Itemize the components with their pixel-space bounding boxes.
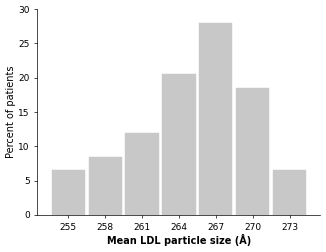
Bar [162, 74, 196, 215]
Bar [89, 156, 122, 215]
Y-axis label: Percent of patients: Percent of patients [6, 66, 16, 158]
Bar [52, 170, 85, 215]
Bar [236, 88, 269, 215]
Bar [199, 23, 232, 215]
Bar [126, 133, 159, 215]
X-axis label: Mean LDL particle size (Å): Mean LDL particle size (Å) [107, 234, 251, 246]
Bar [273, 170, 306, 215]
